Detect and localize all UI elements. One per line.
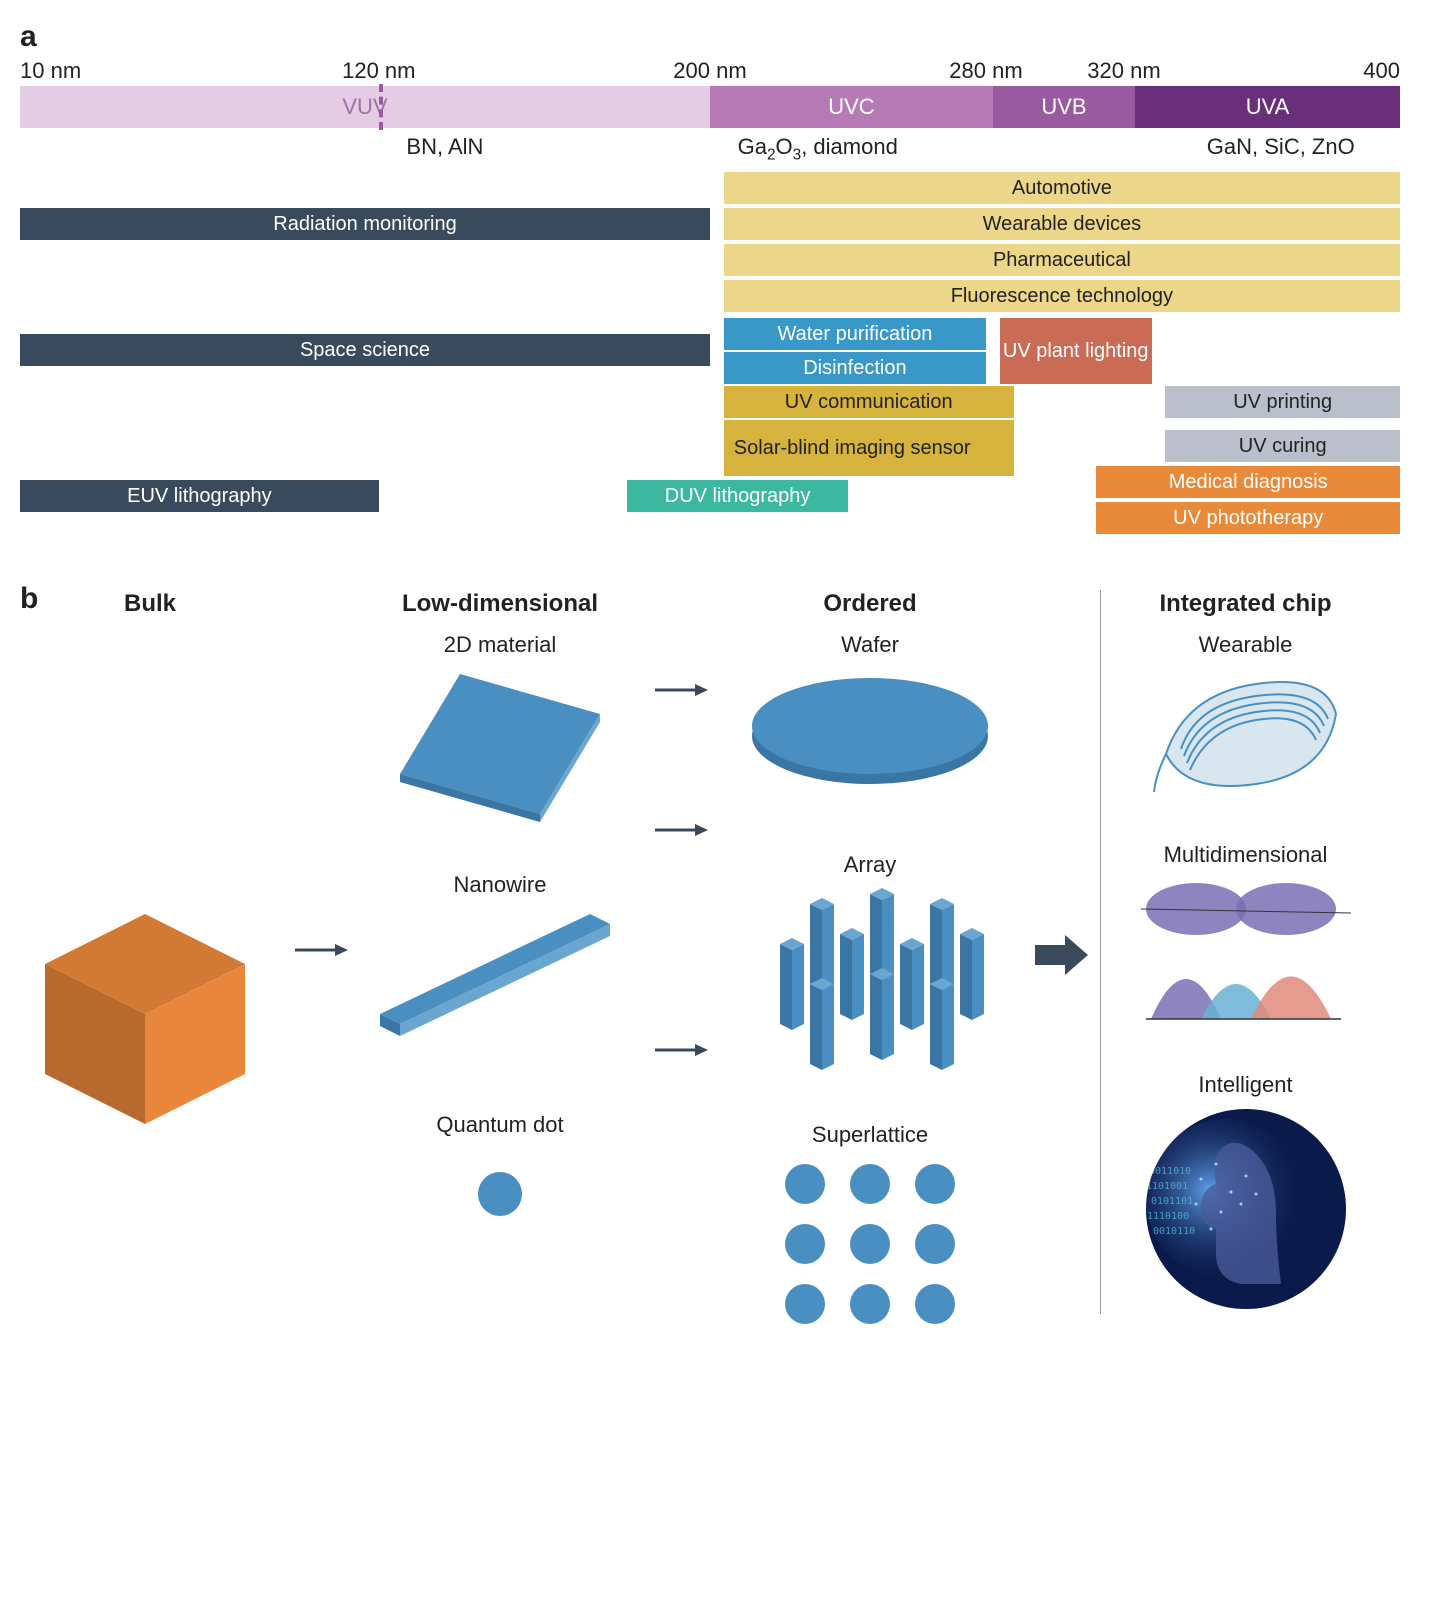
wavelength-ticks: 10 nm120 nm200 nm280 nm320 nm400 nm (20, 58, 1400, 86)
app-bar: Automotive (724, 172, 1400, 204)
cell-nanowire: Nanowire (370, 864, 630, 1044)
cell-intelligent: Intelligent 0011010 (1141, 1064, 1351, 1314)
spectrum-bar: VUVUVCUVBUVA (20, 86, 1400, 128)
spectrum-band-uvc: UVC (710, 86, 993, 128)
app-bar: UV printing (1165, 386, 1400, 418)
multidimensional-icon (1131, 874, 1361, 1034)
app-bar: UV curing (1165, 430, 1400, 462)
arrow-col-2 (650, 590, 710, 1170)
cell-superlattice: Superlattice (770, 1114, 970, 1334)
arrow-icon (650, 670, 710, 710)
arrow-icon (650, 810, 710, 850)
cell-wafer: Wafer (740, 624, 1000, 804)
spectrum-band-vuv: VUV (20, 86, 710, 128)
svg-text:0101101: 0101101 (1151, 1196, 1193, 1207)
app-bar: EUV lithography (20, 480, 379, 512)
col-bulk: Bulk (20, 590, 280, 1134)
spectrum-band-uva: UVA (1135, 86, 1400, 128)
app-bar: DUV lithography (627, 480, 848, 512)
wavelength-tick: 320 nm (1087, 58, 1160, 84)
bulk-header: Bulk (124, 590, 176, 618)
arrow-icon (650, 1030, 710, 1070)
arrow-big-icon (1030, 930, 1090, 980)
panel-a-label: a (20, 20, 1414, 54)
arrow-col-3 (1030, 590, 1090, 980)
app-bar: UV communication (724, 386, 1014, 418)
material-label: Ga2O3, diamond (738, 134, 898, 164)
label-superlattice: Superlattice (812, 1122, 928, 1148)
app-bar: UV plant lighting (1000, 318, 1152, 384)
wavelength-tick: 280 nm (949, 58, 1022, 84)
col-chip: Integrated chip Wearable (1100, 590, 1380, 1314)
quantum-dot-icon (450, 1144, 550, 1244)
app-bar: Wearable devices (724, 208, 1400, 240)
col-ordered: Ordered Wafer Array Superlattice (720, 590, 1020, 1334)
panel-a: a 10 nm120 nm200 nm280 nm320 nm400 nm VU… (20, 20, 1414, 542)
material-label: BN, AlN (406, 134, 483, 160)
label-quantum-dot: Quantum dot (436, 1112, 563, 1138)
app-bar: Space science (20, 334, 710, 366)
app-bar: Radiation monitoring (20, 208, 710, 240)
label-wafer: Wafer (841, 632, 899, 658)
app-bar: Fluorescence technology (724, 280, 1400, 312)
app-bar: Solar-blind imaging sensor (724, 420, 1014, 476)
app-bar: Water purification (724, 318, 986, 350)
svg-text:1110100: 1110100 (1147, 1211, 1189, 1222)
svg-text:1101001: 1101001 (1146, 1181, 1188, 1192)
bulk-cube-icon (35, 904, 265, 1134)
app-bar: Medical diagnosis (1096, 466, 1400, 498)
cell-wearable: Wearable (1146, 624, 1346, 804)
label-array: Array (844, 852, 897, 878)
app-bar: UV phototherapy (1096, 502, 1400, 534)
vuv-divider (379, 84, 383, 130)
label-multidimensional: Multidimensional (1164, 842, 1328, 868)
intelligent-icon: 0011010 1101001 0101101 1110100 0010110 (1141, 1104, 1351, 1314)
panel-b: b Bulk Low-dimensional (20, 582, 1414, 1334)
materials-row: BN, AlN Ga2O3, diamond GaN, SiC, ZnO (20, 134, 1400, 164)
chip-header: Integrated chip (1159, 590, 1331, 618)
wafer-icon (740, 664, 1000, 804)
lowdim-header: Low-dimensional (402, 590, 598, 618)
array-icon (740, 884, 1000, 1084)
wavelength-tick: 200 nm (673, 58, 746, 84)
superlattice-icon (770, 1154, 970, 1334)
svg-text:0010110: 0010110 (1153, 1226, 1195, 1237)
svg-text:0011010: 0011010 (1149, 1166, 1191, 1177)
app-bar: Disinfection (724, 352, 986, 384)
wavelength-tick: 120 nm (342, 58, 415, 84)
spectrum-band-uvb: UVB (993, 86, 1135, 128)
arrow-icon (290, 930, 350, 970)
wearable-icon (1146, 664, 1346, 804)
col-lowdim: Low-dimensional 2D material Nanowire (360, 590, 640, 1244)
nanowire-icon (370, 904, 630, 1044)
material-label: GaN, SiC, ZnO (1207, 134, 1355, 160)
ordered-header: Ordered (823, 590, 916, 618)
spectrum-wrap: 10 nm120 nm200 nm280 nm320 nm400 nm VUVU… (20, 58, 1400, 542)
cell-quantum-dot: Quantum dot (436, 1104, 563, 1244)
applications-area: Automotive Radiation monitoring Wearable d… (20, 172, 1400, 542)
label-intelligent: Intelligent (1198, 1072, 1292, 1098)
label-wearable: Wearable (1199, 632, 1293, 658)
wavelength-tick: 10 nm (20, 58, 81, 84)
label-nanowire: Nanowire (454, 872, 547, 898)
2d-material-icon (390, 664, 610, 824)
cell-2d-material: 2D material (390, 624, 610, 824)
panel-b-grid: Bulk Low-dimensional 2D material (20, 590, 1414, 1334)
cell-multidimensional: Multidimensional (1131, 834, 1361, 1034)
app-bar: Pharmaceutical (724, 244, 1400, 276)
arrow-col-1 (290, 590, 350, 970)
cell-array: Array (740, 844, 1000, 1084)
label-2d-material: 2D material (444, 632, 556, 658)
